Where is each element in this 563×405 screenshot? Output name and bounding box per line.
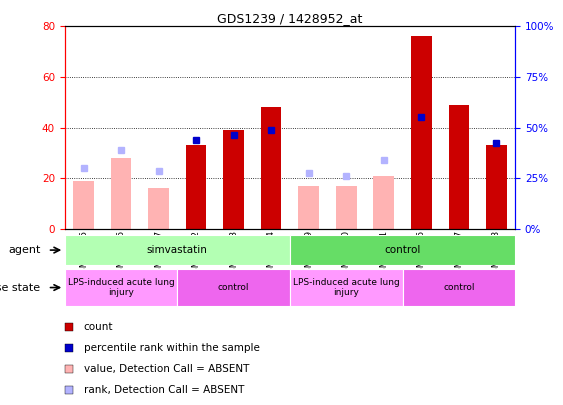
Text: LPS-induced acute lung
injury: LPS-induced acute lung injury	[68, 278, 175, 297]
Bar	[298, 186, 319, 229]
Bar	[65, 269, 177, 306]
Bar	[148, 188, 169, 229]
Bar	[449, 105, 469, 229]
Bar	[411, 36, 432, 229]
Text: disease state: disease state	[0, 283, 41, 292]
Text: control: control	[443, 283, 475, 292]
Text: control: control	[385, 245, 421, 255]
Text: control: control	[218, 283, 249, 292]
Bar	[224, 130, 244, 229]
Text: value, Detection Call = ABSENT: value, Detection Call = ABSENT	[83, 364, 249, 374]
Bar	[486, 145, 507, 229]
Bar	[290, 269, 403, 306]
Text: agent: agent	[8, 245, 41, 255]
Bar	[65, 235, 290, 265]
Bar	[261, 107, 282, 229]
Text: count: count	[83, 322, 113, 332]
Bar	[186, 145, 207, 229]
Bar	[403, 269, 515, 306]
Bar	[177, 269, 290, 306]
Bar	[111, 158, 131, 229]
Title: GDS1239 / 1428952_at: GDS1239 / 1428952_at	[217, 12, 363, 25]
Bar	[336, 186, 356, 229]
Text: percentile rank within the sample: percentile rank within the sample	[83, 343, 260, 353]
Text: simvastatin: simvastatin	[147, 245, 208, 255]
Text: rank, Detection Call = ABSENT: rank, Detection Call = ABSENT	[83, 385, 244, 395]
Bar	[373, 176, 394, 229]
Bar	[73, 181, 94, 229]
Text: LPS-induced acute lung
injury: LPS-induced acute lung injury	[293, 278, 400, 297]
Bar	[290, 235, 515, 265]
